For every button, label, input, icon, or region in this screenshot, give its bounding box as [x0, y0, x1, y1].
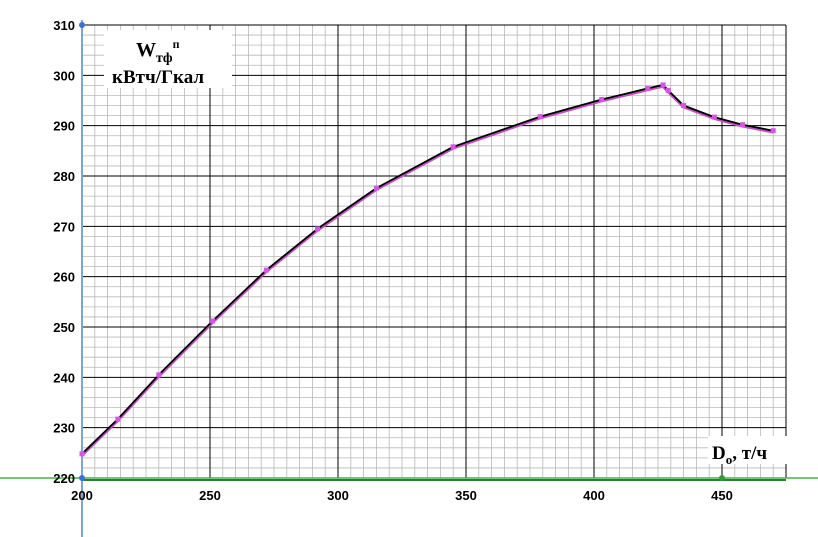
- x-axis-title-main: D: [712, 443, 726, 464]
- series-layer: [79, 82, 776, 457]
- x-axis-title: Dо, т/ч: [708, 436, 788, 467]
- y-tick-label: 260: [53, 270, 75, 285]
- x-axis-title-background: [708, 436, 788, 464]
- x-axis-handle: [719, 475, 725, 481]
- minor-grid: [82, 25, 787, 478]
- y-tick-label: 300: [53, 68, 75, 83]
- axes: [0, 20, 818, 537]
- tick-labels: 220 230 240 250 260 270 280 290 300 310 200 250 300 3…: [53, 18, 733, 503]
- y-tick-label: 250: [53, 320, 75, 335]
- x-tick-label: 200: [71, 488, 93, 503]
- y-axis-title-main: W: [136, 39, 156, 61]
- y-axis-top-handle: [79, 22, 85, 28]
- y-axis-title: Wтфп кВтч/Гкал: [104, 30, 232, 88]
- origin-handle: [79, 475, 85, 481]
- x-tick-label: 450: [711, 488, 733, 503]
- data-point: [450, 144, 456, 150]
- y-tick-label: 220: [53, 471, 75, 486]
- y-tick-label: 290: [53, 119, 75, 134]
- major-grid: [82, 24, 787, 478]
- data-point: [537, 114, 543, 120]
- y-tick-label: 230: [53, 421, 75, 436]
- data-point: [770, 128, 776, 134]
- x-axis-title-subscript: о: [726, 452, 733, 467]
- x-tick-label: 300: [327, 488, 349, 503]
- y-tick-label: 280: [53, 169, 75, 184]
- y-axis-units: кВтч/Гкал: [112, 67, 204, 88]
- x-axis-title-units: , т/ч: [732, 443, 767, 464]
- data-point: [681, 103, 687, 109]
- svg-text:Wтфп: Wтфп: [136, 37, 180, 66]
- data-point: [156, 372, 162, 378]
- data-point: [711, 114, 717, 120]
- data-point: [210, 318, 216, 324]
- y-axis-title-subscript: тф: [156, 51, 173, 66]
- y-tick-label: 270: [53, 219, 75, 234]
- data-point: [315, 226, 321, 232]
- data-point: [739, 122, 745, 128]
- y-tick-label: 240: [53, 370, 75, 385]
- data-point: [599, 96, 605, 102]
- data-point: [115, 416, 121, 422]
- data-point: [660, 82, 666, 88]
- data-point: [79, 451, 85, 457]
- svg-text:Dо, т/ч: Dо, т/ч: [712, 443, 767, 467]
- data-point: [665, 87, 671, 93]
- x-tick-label: 350: [455, 488, 477, 503]
- data-point: [263, 267, 269, 273]
- x-tick-label: 400: [583, 488, 605, 503]
- x-tick-label: 250: [199, 488, 221, 503]
- data-point: [645, 85, 651, 91]
- y-axis-title-background: [104, 30, 232, 88]
- data-point: [373, 185, 379, 191]
- y-axis-title-superscript: п: [173, 37, 180, 51]
- y-tick-label: 310: [53, 18, 75, 33]
